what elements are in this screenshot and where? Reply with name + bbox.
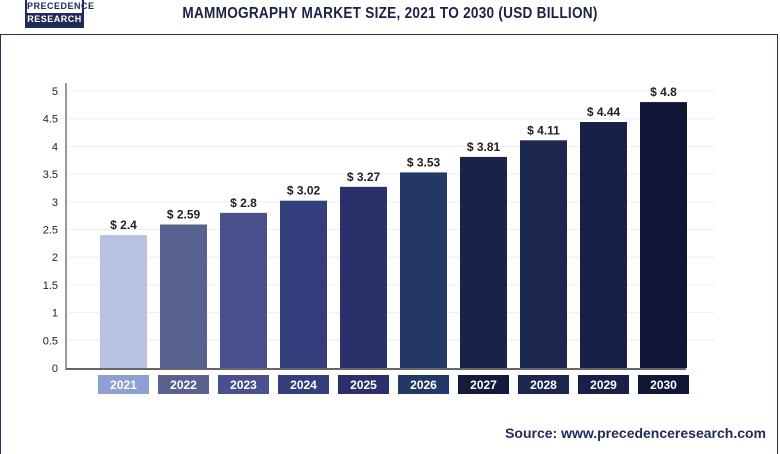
- x-label-box: [218, 375, 269, 394]
- x-label-box: [518, 375, 569, 394]
- x-tick-label: 2029: [590, 378, 617, 392]
- bar: [100, 235, 147, 368]
- x-tick-label: 2030: [650, 378, 677, 392]
- x-label-box: [158, 375, 209, 394]
- data-label: $ 4.11: [527, 123, 560, 137]
- bar: [400, 172, 447, 368]
- data-label: $ 3.81: [467, 140, 501, 154]
- data-label: $ 4.44: [587, 105, 621, 119]
- x-tick-label: 2028: [530, 378, 557, 392]
- source-text: Source: www.precedenceresearch.com: [505, 425, 766, 441]
- y-tick-label: 3.5: [43, 169, 58, 181]
- data-label: $ 3.53: [407, 155, 441, 169]
- y-tick-label: 3: [52, 197, 58, 209]
- y-tick-label: 2: [52, 252, 58, 264]
- y-tick-label: 2.5: [43, 225, 58, 237]
- y-tick-label: 1.5: [43, 280, 58, 292]
- bar: [640, 102, 687, 368]
- bar: [460, 156, 507, 368]
- bar: [340, 186, 387, 368]
- x-tick-label: 2024: [290, 378, 317, 392]
- precedence-research-logo: PRECEDENCE RESEARCH: [25, 0, 95, 28]
- data-label: $ 2.59: [167, 208, 201, 222]
- x-label-box: [398, 375, 449, 394]
- chart-frame: [0, 34, 778, 454]
- bar: [160, 224, 207, 368]
- data-label: $ 2.8: [230, 196, 257, 210]
- y-tick-label: 1: [52, 308, 58, 320]
- data-label: $ 3.27: [347, 170, 381, 184]
- x-tick-label: 2021: [110, 378, 137, 392]
- x-label-box: [578, 375, 629, 394]
- x-tick-label: 2026: [410, 378, 437, 392]
- bar: [520, 140, 567, 368]
- x-label-box: [278, 375, 329, 394]
- x-label-box: [98, 375, 149, 394]
- data-label: $ 2.4: [110, 218, 137, 232]
- bar: [220, 212, 267, 368]
- x-tick-label: 2023: [230, 378, 257, 392]
- y-tick-label: 4.5: [43, 114, 58, 126]
- x-tick-label: 2022: [170, 378, 197, 392]
- y-tick-label: 0: [52, 363, 58, 375]
- data-label: $ 4.8: [650, 85, 677, 99]
- logo-line2: RESEARCH: [27, 14, 82, 24]
- logo-line1: PRECEDENCE: [27, 0, 95, 13]
- y-tick-label: 5: [52, 86, 58, 98]
- y-tick-label: 4: [52, 141, 58, 153]
- y-tick-label: 0.5: [43, 335, 58, 347]
- x-tick-label: 2027: [470, 378, 497, 392]
- x-tick-label: 2025: [350, 378, 377, 392]
- bar: [580, 122, 627, 368]
- x-label-box: [638, 375, 689, 394]
- x-label-box: [338, 375, 389, 394]
- x-label-box: [458, 375, 509, 394]
- bar: [280, 200, 327, 368]
- chart-title: MAMMOGRAPHY MARKET SIZE, 2021 TO 2030 (U…: [182, 5, 598, 22]
- bar-chart: 0 0.5 1 1.5 2 2.5 3 3.5 4 4.5 5 $ 2.4 2021 $ 2.59 2022…: [43, 83, 715, 394]
- data-label: $ 3.02: [287, 184, 321, 198]
